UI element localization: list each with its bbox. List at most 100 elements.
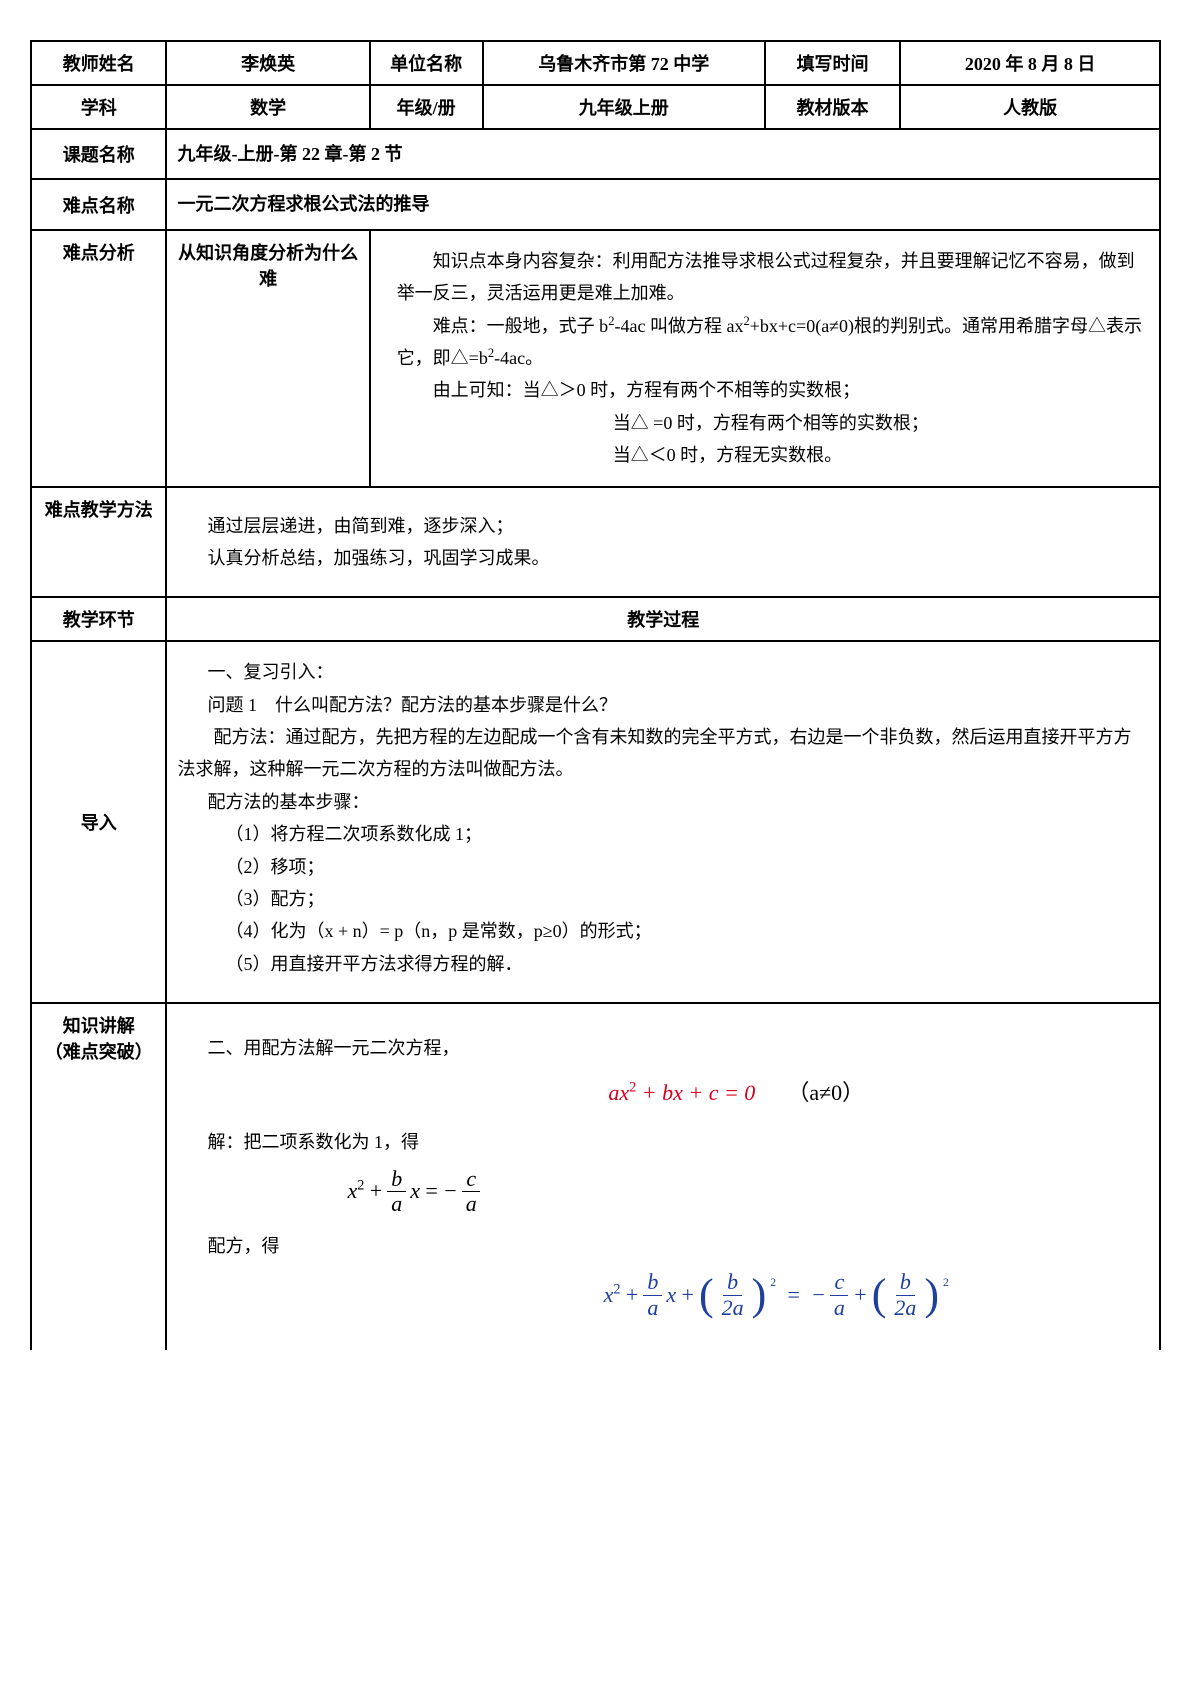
eq3-a: a bbox=[643, 1296, 662, 1320]
eq3-plus1: + bbox=[625, 1275, 640, 1315]
explain-t2: 解：把二项系数化为 1，得 bbox=[207, 1126, 1145, 1158]
method-line1: 通过层层递进，由简到难，逐步深入； bbox=[207, 510, 1149, 542]
explain-label2: （难点突破） bbox=[45, 1042, 153, 1062]
row-teacher: 教师姓名 李焕英 单位名称 乌鲁木齐市第 72 中学 填写时间 2020 年 8… bbox=[31, 41, 1160, 85]
eq3-2a: 2a bbox=[718, 1296, 748, 1320]
analysis-sub-label: 从知识角度分析为什么难 bbox=[166, 230, 369, 487]
process-label: 教学过程 bbox=[166, 597, 1160, 641]
eq3-sq1: 2 bbox=[770, 1272, 776, 1293]
p2d: -4ac。 bbox=[494, 348, 543, 368]
formula-eq3: x2 + b a x + ( b 2a ) 2 = bbox=[407, 1270, 1145, 1319]
env-label: 教学环节 bbox=[31, 597, 166, 641]
eq3-c: c bbox=[830, 1270, 848, 1295]
eq3-xmid: x bbox=[666, 1275, 676, 1315]
eq2-frac2: c a bbox=[462, 1167, 481, 1216]
eq3-rp1: ) bbox=[752, 1273, 767, 1317]
eq3-b: b bbox=[643, 1270, 662, 1295]
analysis-label: 难点分析 bbox=[31, 230, 166, 487]
row-method: 难点教学方法 通过层层递进，由简到难，逐步深入； 认真分析总结，加强练习，巩固学… bbox=[31, 487, 1160, 598]
explain-label1: 知识讲解 bbox=[63, 1016, 135, 1036]
method-line2: 认真分析总结，加强练习，巩固学习成果。 bbox=[207, 542, 1149, 574]
eq3-sup: 2 bbox=[613, 1282, 620, 1298]
grade-label: 年级/册 bbox=[370, 85, 483, 129]
intro-t4: 配方法的基本步骤： bbox=[207, 786, 1145, 818]
row-env-header: 教学环节 教学过程 bbox=[31, 597, 1160, 641]
subject-label: 学科 bbox=[31, 85, 166, 129]
analysis-p1: 知识点本身内容复杂：利用配方法推导求根公式过程复杂，并且要理解记忆不容易，做到举… bbox=[397, 245, 1145, 310]
eq3-b2: b bbox=[723, 1270, 742, 1295]
row-topic: 课题名称 九年级-上册-第 22 章-第 2 节 bbox=[31, 129, 1160, 179]
intro-t3: 配方法：通过配方，先把方程的左边配成一个含有未知数的完全平方式，右边是一个非负数… bbox=[177, 727, 1131, 779]
eq2-x2: x2 bbox=[347, 1171, 364, 1211]
eq2-a2: a bbox=[462, 1192, 481, 1216]
p2a: 难点：一般地，式子 b bbox=[433, 316, 609, 336]
intro-t2: 问题 1 什么叫配方法？配方法的基本步骤是什么？ bbox=[207, 689, 1145, 721]
eq1-rest: + bx + c = 0 bbox=[636, 1080, 755, 1105]
eq2-eq: = bbox=[424, 1171, 439, 1211]
formula-eq1: ax2 + bx + c = 0 （a≠0） bbox=[327, 1073, 1145, 1113]
intro-t3-wrap: 配方法：通过配方，先把方程的左边配成一个含有未知数的完全平方式，右边是一个非负数… bbox=[177, 721, 1145, 786]
eq2-c: c bbox=[462, 1167, 480, 1192]
eq3-eq: = bbox=[786, 1275, 801, 1315]
date-label: 填写时间 bbox=[765, 41, 900, 85]
eq3-x2: x2 bbox=[604, 1275, 621, 1315]
explain-label: 知识讲解 （难点突破） bbox=[31, 1003, 166, 1350]
eq2-sup: 2 bbox=[357, 1178, 364, 1194]
intro-content: 一、复习引入： 问题 1 什么叫配方法？配方法的基本步骤是什么？ 配方法：通过配… bbox=[166, 641, 1160, 1003]
row-analysis: 难点分析 从知识角度分析为什么难 知识点本身内容复杂：利用配方法推导求根公式过程… bbox=[31, 230, 1160, 487]
topic-value: 九年级-上册-第 22 章-第 2 节 bbox=[166, 129, 1160, 179]
row-subject: 学科 数学 年级/册 九年级上册 教材版本 人教版 bbox=[31, 85, 1160, 129]
row-explain: 知识讲解 （难点突破） 二、用配方法解一元二次方程， ax2 + bx + c … bbox=[31, 1003, 1160, 1350]
p2b: -4ac 叫做方程 ax bbox=[614, 316, 743, 336]
eq3-sq2: 2 bbox=[943, 1272, 949, 1293]
method-label: 难点教学方法 bbox=[31, 487, 166, 598]
teacher-label: 教师姓名 bbox=[31, 41, 166, 85]
edition-label: 教材版本 bbox=[765, 85, 900, 129]
edition-value: 人教版 bbox=[900, 85, 1160, 129]
method-content: 通过层层递进，由简到难，逐步深入； 认真分析总结，加强练习，巩固学习成果。 bbox=[166, 487, 1160, 598]
analysis-p4: 当△ =0 时，方程有两个相等的实数根； bbox=[397, 407, 1145, 439]
eq2-plus1: + bbox=[368, 1171, 383, 1211]
teacher-value: 李焕英 bbox=[166, 41, 369, 85]
eq3-2a2: 2a bbox=[890, 1296, 920, 1320]
eq2-b: b bbox=[387, 1167, 406, 1192]
intro-label: 导入 bbox=[31, 641, 166, 1003]
eq3-frac3: c a bbox=[830, 1270, 849, 1319]
explain-t1: 二、用配方法解一元二次方程， bbox=[207, 1032, 1145, 1064]
analysis-p5: 当△＜0 时，方程无实数根。 bbox=[397, 439, 1145, 471]
grade-value: 九年级上册 bbox=[483, 85, 765, 129]
eq3-rp2: ) bbox=[924, 1273, 939, 1317]
analysis-content: 知识点本身内容复杂：利用配方法推导求根公式过程复杂，并且要理解记忆不容易，做到举… bbox=[370, 230, 1160, 487]
eq3-lp1: ( bbox=[699, 1273, 714, 1317]
intro-s3: （3）配方； bbox=[207, 883, 1145, 915]
row-difficulty: 难点名称 一元二次方程求根公式法的推导 bbox=[31, 179, 1160, 229]
difficulty-value: 一元二次方程求根公式法的推导 bbox=[166, 179, 1160, 229]
eq1-red: ax2 + bx + c = 0 bbox=[608, 1073, 755, 1113]
formula-eq2: x2 + b a x = − c a bbox=[347, 1167, 1145, 1216]
eq2-minus: − bbox=[443, 1171, 458, 1211]
eq3-minus: − bbox=[811, 1275, 826, 1315]
explain-t3: 配方，得 bbox=[207, 1230, 1145, 1262]
eq3-frac1: b a bbox=[643, 1270, 662, 1319]
analysis-p2: 难点：一般地，式子 b2-4ac 叫做方程 ax2+bx+c=0(a≠0)根的判… bbox=[397, 310, 1145, 375]
eq2-x2t: x bbox=[410, 1171, 420, 1211]
intro-s2: （2）移项； bbox=[207, 851, 1145, 883]
row-intro: 导入 一、复习引入： 问题 1 什么叫配方法？配方法的基本步骤是什么？ 配方法：… bbox=[31, 641, 1160, 1003]
unit-label: 单位名称 bbox=[370, 41, 483, 85]
explain-content: 二、用配方法解一元二次方程， ax2 + bx + c = 0 （a≠0） 解：… bbox=[166, 1003, 1160, 1350]
lesson-plan-table: 教师姓名 李焕英 单位名称 乌鲁木齐市第 72 中学 填写时间 2020 年 8… bbox=[30, 40, 1161, 1350]
analysis-p3: 由上可知：当△＞0 时，方程有两个不相等的实数根； bbox=[397, 374, 1145, 406]
intro-s1: （1）将方程二次项系数化成 1； bbox=[207, 818, 1145, 850]
eq2-frac1: b a bbox=[387, 1167, 406, 1216]
eq3-plus2: + bbox=[680, 1275, 695, 1315]
eq2-x: x bbox=[347, 1178, 357, 1203]
topic-label: 课题名称 bbox=[31, 129, 166, 179]
eq3-a3: a bbox=[830, 1296, 849, 1320]
eq3-x: x bbox=[604, 1282, 614, 1307]
eq2-a: a bbox=[387, 1192, 406, 1216]
eq1-cond: （a≠0） bbox=[787, 1073, 864, 1113]
eq3-b3: b bbox=[896, 1270, 915, 1295]
eq3-lp2: ( bbox=[872, 1273, 887, 1317]
intro-t1: 一、复习引入： bbox=[207, 656, 1145, 688]
intro-s5: （5）用直接开平方法求得方程的解． bbox=[207, 948, 1145, 980]
